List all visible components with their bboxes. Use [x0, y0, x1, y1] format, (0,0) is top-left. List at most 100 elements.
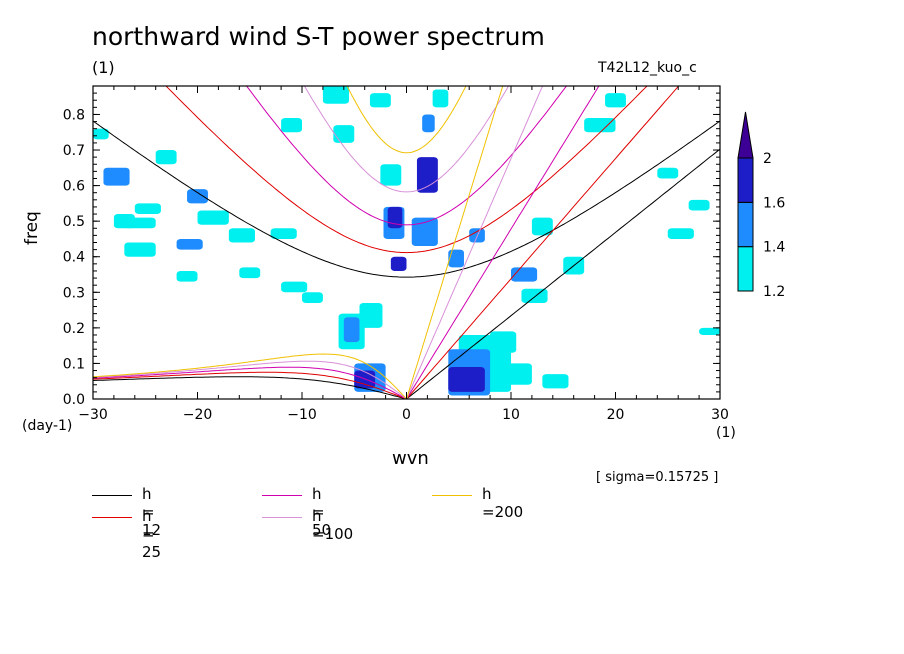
legend-label: h =100 [312, 507, 354, 543]
legend-swatch [92, 495, 132, 496]
dispersion-curve [93, 376, 407, 399]
y-tick-label: 0.2 [63, 321, 85, 337]
colorbar-segment [737, 201, 754, 248]
y-tick-label: 0.7 [63, 143, 85, 159]
contour-region [359, 302, 383, 328]
legend-label: h = 50 [312, 485, 332, 539]
x-axis-label: wvn [392, 448, 429, 469]
x-tick-label: −20 [183, 407, 213, 423]
contour-region [688, 199, 710, 211]
contour-region [333, 125, 355, 143]
y-tick-label: 0.5 [63, 214, 85, 230]
contour-region [500, 363, 532, 385]
sigma-note: [ sigma=0.15725 ] [596, 470, 719, 485]
legend-swatch [262, 495, 302, 496]
contour-region [390, 256, 407, 271]
contour-region [322, 86, 350, 104]
y-tick-label: 0.1 [63, 356, 85, 372]
legend-label: h = 25 [142, 507, 162, 561]
contour-region [270, 228, 297, 239]
colorbar-arrow [737, 111, 754, 159]
dispersion-curve [93, 353, 407, 399]
contour-region [197, 210, 229, 225]
colorbar-segment [737, 246, 754, 292]
y-tick-label: 0.3 [63, 285, 85, 301]
contour-region [667, 228, 694, 239]
contour-region [354, 370, 376, 389]
x-tick-label: −10 [287, 407, 317, 423]
dispersion-curve [93, 371, 407, 399]
colorbar-label: 2 [763, 151, 772, 167]
contour-region [124, 217, 156, 229]
contour-fill-group [93, 86, 720, 396]
dispersion-curve [406, 148, 720, 399]
contour-region [448, 249, 464, 268]
x-tick-label: 20 [607, 407, 625, 423]
dispersion-curve [93, 360, 407, 399]
contour-region [176, 238, 203, 250]
y-tick-label: 0.0 [63, 392, 85, 408]
dispersion-curve [165, 86, 648, 254]
x-tick-label: 0 [402, 407, 411, 423]
contour-region [432, 89, 449, 108]
contour-region [302, 292, 323, 303]
chart-title: northward wind S-T power spectrum [92, 22, 545, 51]
chart-subtitle: (1) [92, 58, 115, 77]
contour-region [699, 327, 720, 335]
x-tick-label: 30 [711, 407, 729, 423]
y-tick-label: 0.8 [63, 107, 85, 123]
dispersion-curve [406, 86, 680, 399]
contour-region [343, 317, 360, 343]
legend-swatch [262, 517, 302, 518]
x-tick-label: −30 [78, 407, 108, 423]
contour-region [103, 167, 130, 186]
legend-label: h =200 [482, 485, 524, 521]
colorbar-label: 1.4 [763, 240, 785, 256]
contour-region [448, 366, 485, 392]
contour-region [134, 203, 161, 215]
contour-region [422, 114, 435, 133]
dispersion-curve [245, 86, 568, 226]
contour-region [542, 374, 569, 389]
contour-region [584, 118, 616, 133]
dispersion-curve [93, 120, 720, 278]
y-tick-label: 0.4 [63, 250, 85, 266]
contour-region [531, 217, 553, 236]
dispersion-curve [346, 86, 467, 154]
contour-region [469, 228, 485, 243]
x-axis-unit-left: (day-1) [22, 418, 73, 434]
contour-region [605, 93, 626, 108]
dispersion-curve [93, 366, 407, 399]
contour-region [490, 331, 517, 353]
legend-swatch [432, 495, 472, 496]
contour-region [176, 270, 198, 282]
contour-region [93, 128, 109, 140]
dispersion-curve [303, 86, 510, 193]
contour-region [380, 164, 402, 186]
contour-region [124, 242, 156, 257]
contour-region [521, 288, 548, 303]
contour-region [187, 189, 208, 204]
dispersion-curve [406, 86, 504, 399]
dispersion-curves [93, 86, 720, 399]
colorbar-segment [737, 157, 754, 203]
legend-swatch [92, 517, 132, 518]
contour-region [416, 157, 438, 193]
contour-region [369, 93, 391, 108]
contour-region [155, 150, 177, 165]
contour-region [657, 167, 679, 179]
contour-region [228, 228, 255, 243]
contour-region [281, 118, 302, 133]
run-label: T42L12_kuo_c [598, 60, 697, 76]
legend-label: h = 12 [142, 485, 162, 539]
contour-region [281, 281, 308, 293]
dispersion-curve [406, 86, 600, 399]
x-tick-label: 10 [502, 407, 520, 423]
colorbar-label: 1.6 [763, 195, 785, 211]
x-axis-unit-right: (1) [716, 425, 736, 441]
colorbar-label: 1.2 [763, 284, 785, 300]
y-tick-label: 0.6 [63, 179, 85, 195]
dispersion-curve [406, 86, 544, 399]
contour-region [411, 217, 438, 247]
